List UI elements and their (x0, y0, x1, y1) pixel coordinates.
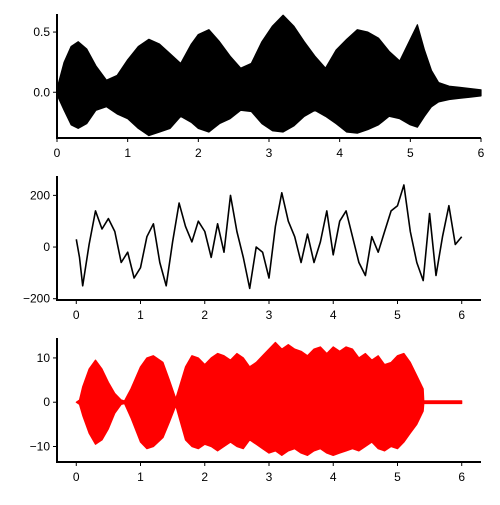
x-tick-label: 2 (201, 308, 208, 322)
chart-panel-1: 0 1 2 3 4 5 6 0.0 0.5 (33, 14, 485, 160)
y-tick-label: −200 (23, 292, 50, 306)
y-tick-label: −10 (30, 440, 51, 454)
y-tick-label: 0.5 (33, 25, 50, 39)
signal-line (75, 184, 463, 290)
x-tick-label: 5 (407, 146, 414, 160)
signal-envelope (56, 14, 482, 137)
x-tick-label: 1 (137, 470, 144, 484)
y-tick-label: 0.0 (33, 85, 50, 99)
x-tick-label: 0 (73, 308, 80, 322)
x-tick-label: 4 (336, 146, 343, 160)
y-tick-label: 10 (37, 351, 51, 365)
x-tick-label: 6 (458, 308, 465, 322)
x-tick-label: 5 (394, 308, 401, 322)
x-tick-label: 0 (54, 146, 61, 160)
x-tick-label: 0 (73, 470, 80, 484)
x-tick-label: 1 (124, 146, 131, 160)
x-tick-label: 6 (458, 470, 465, 484)
x-tick-label: 6 (478, 146, 485, 160)
x-tick-label: 3 (266, 308, 273, 322)
x-tick-label: 2 (195, 146, 202, 160)
x-tick-label: 5 (394, 470, 401, 484)
chart-panel-2: 0 1 2 3 4 5 6 −200 0 200 (23, 176, 481, 322)
y-tick-label: 0 (43, 395, 50, 409)
x-tick-label: 3 (266, 470, 273, 484)
chart-panel-3: 0 1 2 3 4 5 6 −10 0 10 (30, 338, 481, 484)
signal-envelope (75, 341, 463, 456)
x-tick-label: 4 (330, 308, 337, 322)
x-tick-label: 1 (137, 308, 144, 322)
y-tick-label: 0 (43, 240, 50, 254)
y-tick-label: 200 (30, 188, 50, 202)
x-tick-label: 2 (201, 470, 208, 484)
x-tick-label: 3 (266, 146, 273, 160)
x-tick-label: 4 (330, 470, 337, 484)
